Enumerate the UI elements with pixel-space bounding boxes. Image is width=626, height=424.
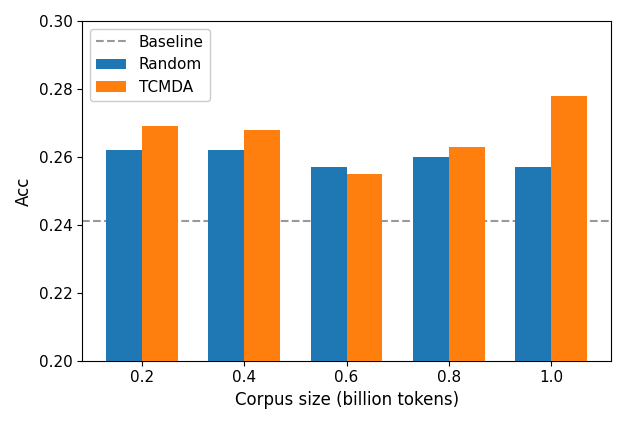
X-axis label: Corpus size (billion tokens): Corpus size (billion tokens) [235,391,459,409]
Baseline [240,219,248,224]
Bar [413,157,449,424]
Y-axis label: Acc: Acc [15,176,33,206]
Baseline [138,219,146,224]
Bar [142,126,178,424]
Bar [449,147,485,424]
Bar [244,130,280,424]
Bar [310,167,347,424]
Bar [347,174,382,424]
Bar [208,150,244,424]
Bar [106,150,142,424]
Bar [515,167,551,424]
Legend: Baseline, Random, TCMDA: Baseline, Random, TCMDA [90,29,210,101]
Bar [551,96,587,424]
